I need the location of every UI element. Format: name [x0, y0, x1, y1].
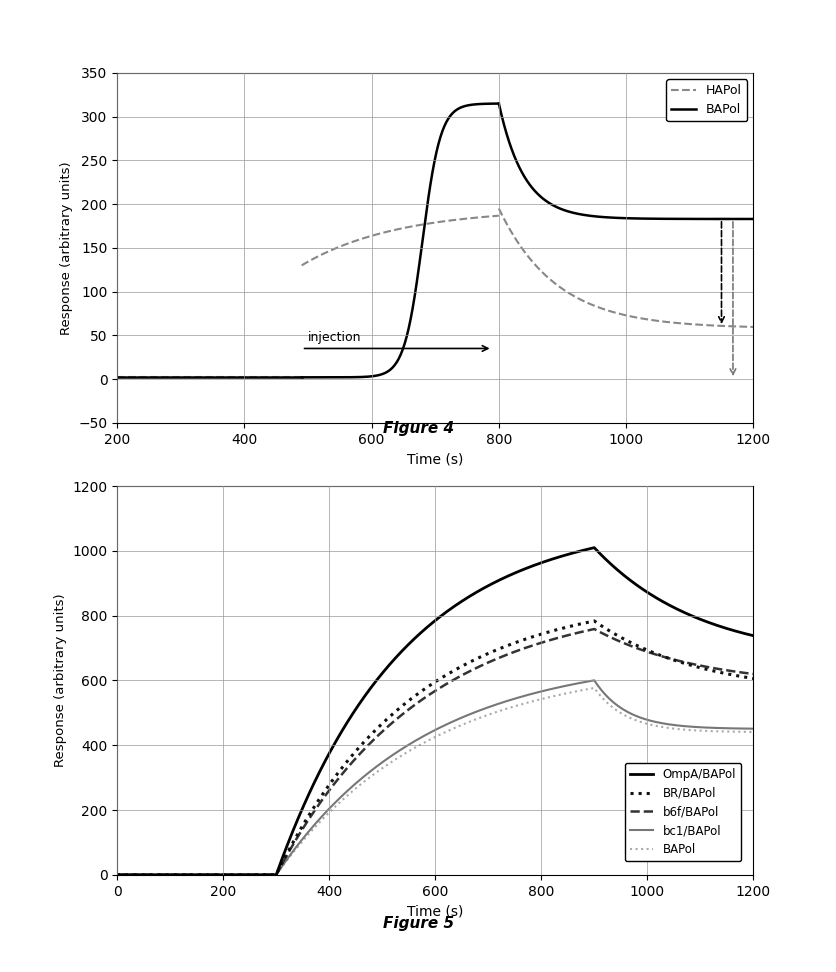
X-axis label: Time (s): Time (s)	[406, 452, 463, 467]
Text: injection: injection	[308, 331, 361, 344]
Legend: HAPol, BAPol: HAPol, BAPol	[665, 79, 747, 122]
X-axis label: Time (s): Time (s)	[406, 904, 463, 919]
Y-axis label: Response (arbitrary units): Response (arbitrary units)	[54, 594, 67, 767]
Text: Figure 5: Figure 5	[383, 917, 453, 931]
Text: Figure 4: Figure 4	[383, 421, 453, 435]
Y-axis label: Response (arbitrary units): Response (arbitrary units)	[59, 161, 73, 334]
Legend: OmpA/BAPol, BR/BAPol, b6f/BAPol, bc1/BAPol, BAPol: OmpA/BAPol, BR/BAPol, b6f/BAPol, bc1/BAP…	[624, 763, 740, 861]
